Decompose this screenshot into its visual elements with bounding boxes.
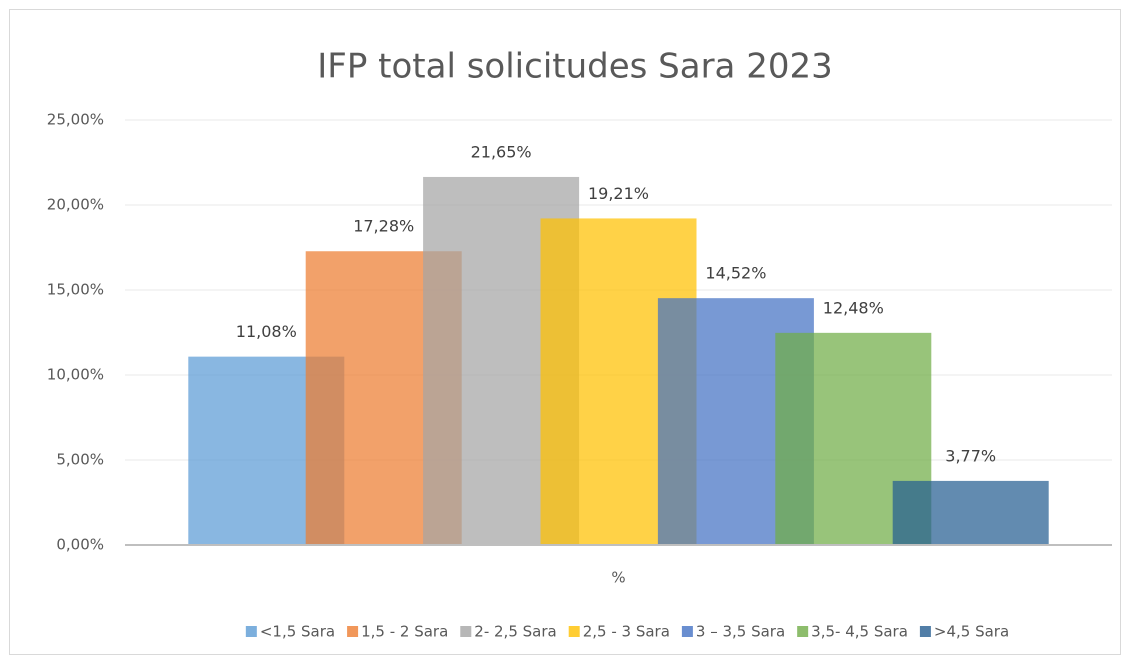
legend-label: 2- 2,5 Sara — [474, 623, 556, 641]
y-tick-label: 5,00% — [56, 451, 104, 469]
data-label: 12,48% — [823, 298, 884, 317]
legend-label: 2,5 - 3 Sara — [583, 623, 670, 641]
legend-label: 3,5- 4,5 Sara — [811, 623, 908, 641]
legend-marker — [568, 626, 580, 637]
y-tick-label: 15,00% — [47, 281, 104, 299]
legend-marker — [460, 626, 472, 637]
legend-label: 3 – 3,5 Sara — [696, 623, 785, 641]
y-tick-label: 10,00% — [47, 366, 104, 384]
legend-label: <1,5 Sara — [260, 623, 335, 641]
legend-marker — [797, 626, 809, 637]
legend-label: 1,5 - 2 Sara — [361, 623, 448, 641]
data-label: 3,77% — [945, 446, 996, 465]
y-tick-label: 0,00% — [56, 536, 104, 554]
x-tick-label: % — [611, 569, 625, 587]
data-label: 11,08% — [236, 322, 297, 341]
legend-label: >4,5 Sara — [934, 623, 1009, 641]
data-label: 17,28% — [353, 217, 414, 236]
legend-marker — [681, 626, 693, 637]
data-label: 14,52% — [705, 264, 766, 283]
data-label: 21,65% — [471, 142, 532, 161]
legend-marker — [347, 626, 359, 637]
y-tick-label: 20,00% — [47, 196, 104, 214]
bar — [892, 480, 1049, 545]
y-tick-label: 25,00% — [47, 111, 104, 129]
data-label: 19,21% — [588, 184, 649, 203]
legend-marker — [245, 626, 257, 637]
legend-marker — [919, 626, 931, 637]
chart-title: IFP total solicitudes Sara 2023 — [317, 47, 832, 87]
